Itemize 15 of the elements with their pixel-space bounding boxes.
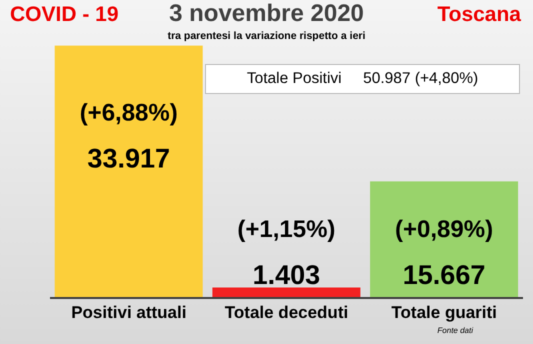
text-box: Totale Positivi 50.987 (+4,80%) <box>205 64 520 94</box>
annotation: (+0,89%) <box>395 216 494 243</box>
x-tick-label: Totale guariti <box>391 303 497 322</box>
data-label: 15.667 <box>402 260 486 290</box>
chart-title: 3 novembre 2020 <box>169 0 364 27</box>
annotation: (+6,88%) <box>80 100 178 127</box>
text: COVID - 19 <box>10 3 119 27</box>
x-tick-label: Positivi attuali <box>71 303 186 322</box>
text: Toscana <box>437 3 521 27</box>
data-label: 33.917 <box>87 144 170 174</box>
source-note: Fonte dati <box>437 326 473 335</box>
annotation: (+1,15%) <box>237 216 336 243</box>
x-tick-label: Totale deceduti <box>224 303 348 322</box>
data-label: 1.403 <box>252 260 320 290</box>
chart-subtitle: tra parentesi la variazione rispetto a ieri <box>166 30 366 42</box>
